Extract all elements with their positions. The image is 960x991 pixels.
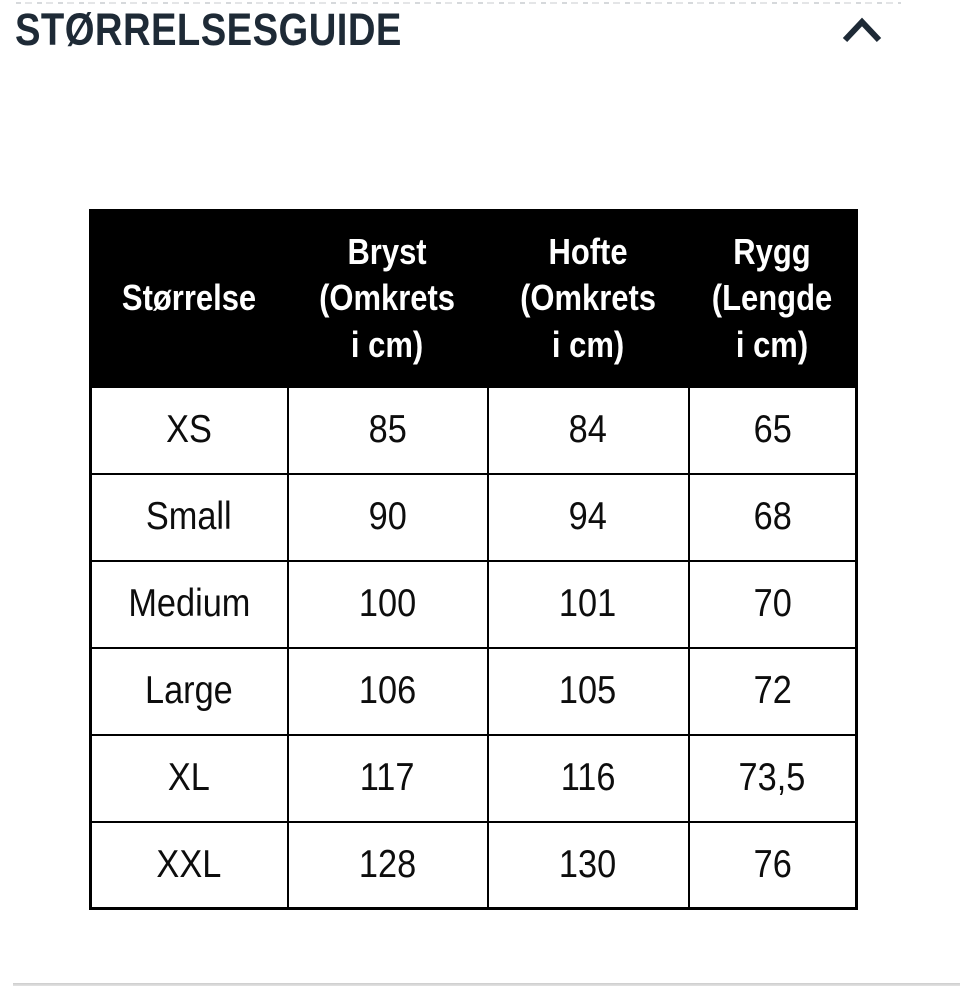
cell-hip: 116 [486, 733, 690, 823]
clipped-text-remnant [16, 2, 901, 4]
cell-hip: 130 [486, 820, 690, 910]
cell-chest: 85 [286, 385, 489, 475]
table-row-small: Small 90 94 68 [89, 472, 858, 562]
section-title: STØRRELSESGUIDE [15, 4, 402, 55]
table-row-xxl: XXL 128 130 76 [89, 820, 858, 910]
table-row-xs: XS 85 84 65 [89, 385, 858, 475]
size-guide-accordion-toggle[interactable]: STØRRELSESGUIDE [15, 4, 920, 56]
cell-chest: 106 [286, 646, 489, 736]
cell-back: 73,5 [687, 733, 858, 823]
chevron-up-icon[interactable] [840, 13, 884, 47]
cell-back: 65 [687, 385, 858, 475]
cell-size: Large [89, 646, 289, 736]
cell-size: Small [89, 472, 289, 562]
cell-back: 76 [687, 820, 858, 910]
cell-back: 68 [687, 472, 858, 562]
column-header-size: Størrelse [89, 209, 289, 388]
cell-hip: 105 [486, 646, 690, 736]
cell-back: 70 [687, 559, 858, 649]
cell-chest: 128 [286, 820, 489, 910]
section-divider [13, 983, 960, 986]
cell-chest: 117 [286, 733, 489, 823]
table-row-medium: Medium 100 101 70 [89, 559, 858, 649]
table-row-large: Large 106 105 72 [89, 646, 858, 736]
cell-back: 72 [687, 646, 858, 736]
cell-hip: 84 [486, 385, 690, 475]
cell-size: XL [89, 733, 289, 823]
size-guide-table: Størrelse Bryst (Omkrets i cm) Hofte (Om… [89, 209, 858, 910]
cell-size: Medium [89, 559, 289, 649]
table-header-row: Størrelse Bryst (Omkrets i cm) Hofte (Om… [89, 209, 858, 388]
cell-size: XXL [89, 820, 289, 910]
table-row-xl: XL 117 116 73,5 [89, 733, 858, 823]
column-header-back: Rygg (Lengde i cm) [687, 209, 858, 388]
cell-size: XS [89, 385, 289, 475]
column-header-chest: Bryst (Omkrets i cm) [286, 209, 489, 388]
cell-chest: 100 [286, 559, 489, 649]
cell-chest: 90 [286, 472, 489, 562]
column-header-hip: Hofte (Omkrets i cm) [486, 209, 690, 388]
cell-hip: 94 [486, 472, 690, 562]
cell-hip: 101 [486, 559, 690, 649]
